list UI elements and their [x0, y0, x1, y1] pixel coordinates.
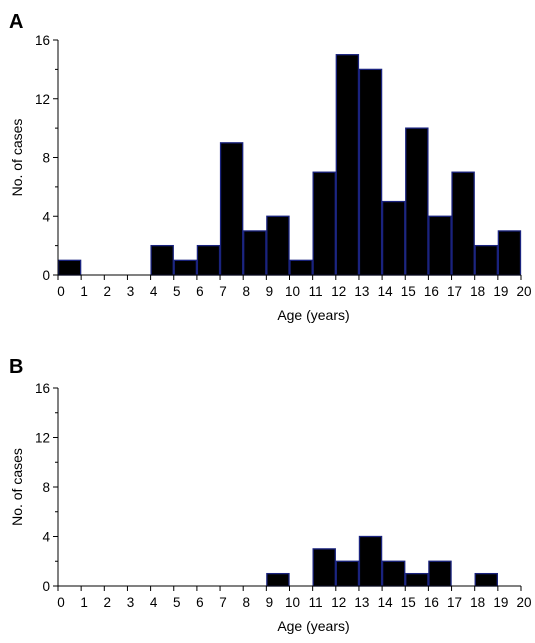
- x-tick-label: 12: [331, 284, 346, 299]
- bar-16: [428, 215, 452, 276]
- y-tick-label: 8: [42, 151, 50, 166]
- bar-8: [243, 230, 267, 276]
- x-tick-label: 20: [516, 284, 531, 299]
- x-tick-label: 0: [57, 595, 65, 610]
- x-tick-label: 5: [173, 284, 181, 299]
- x-tick-label: 9: [266, 284, 274, 299]
- x-tick-label: 16: [424, 595, 439, 610]
- bar-11: [312, 548, 336, 587]
- bar-18: [474, 572, 499, 587]
- y-tick-label: 0: [42, 579, 50, 594]
- bar-15: [405, 127, 429, 276]
- x-tick-label: 6: [196, 284, 204, 299]
- x-tick-label: 1: [80, 284, 88, 299]
- bar-13: [358, 68, 383, 276]
- bar-10: [289, 259, 313, 276]
- bar-11: [312, 171, 336, 276]
- x-tick-label: 4: [150, 595, 158, 610]
- x-tick-label: 18: [470, 284, 485, 299]
- x-tick-label: 14: [378, 595, 394, 610]
- bar-18: [474, 244, 499, 276]
- y-axis-title: No. of cases: [9, 119, 25, 197]
- bar-17: [451, 171, 475, 276]
- x-tick-label: 6: [196, 595, 204, 610]
- y-tick-label: 12: [35, 431, 50, 446]
- bar-6: [196, 244, 221, 276]
- x-tick-label: 8: [242, 595, 250, 610]
- x-tick-label: 3: [127, 595, 135, 610]
- bar-7: [219, 142, 244, 276]
- bar-16: [428, 560, 452, 587]
- x-tick-label: 11: [309, 595, 323, 610]
- bar-9: [266, 215, 290, 276]
- x-tick-label: 12: [331, 595, 346, 610]
- x-tick-label: 20: [516, 595, 531, 610]
- bar-14: [381, 200, 406, 276]
- x-tick-label: 2: [104, 595, 112, 610]
- y-tick-label: 0: [42, 268, 50, 283]
- x-tick-label: 10: [285, 284, 300, 299]
- x-tick-label: 19: [493, 284, 508, 299]
- x-axis-title: Age (years): [277, 618, 349, 634]
- x-tick-label: 4: [150, 284, 158, 299]
- x-tick-label: 8: [242, 284, 250, 299]
- x-tick-label: 11: [309, 284, 323, 299]
- x-tick-label: 0: [57, 284, 65, 299]
- bar-19: [497, 230, 522, 276]
- bar-14: [381, 560, 406, 587]
- x-tick-label: 3: [127, 284, 135, 299]
- x-tick-label: 17: [447, 284, 462, 299]
- x-tick-label: 13: [354, 284, 369, 299]
- bar-5: [173, 259, 198, 276]
- x-tick-label: 2: [104, 284, 112, 299]
- x-tick-label: 7: [219, 284, 227, 299]
- x-tick-label: 5: [173, 595, 181, 610]
- bar-15: [405, 572, 429, 587]
- x-tick-label: 14: [378, 284, 394, 299]
- y-axis-title: No. of cases: [9, 448, 25, 526]
- x-tick-label: 10: [285, 595, 300, 610]
- x-tick-label: 9: [266, 595, 274, 610]
- bar-0: [57, 259, 82, 276]
- panel-label: B: [9, 356, 23, 378]
- x-tick-label: 15: [401, 284, 416, 299]
- y-tick-label: 4: [42, 530, 50, 545]
- x-tick-label: 19: [493, 595, 508, 610]
- bar-4: [150, 244, 174, 276]
- x-tick-label: 1: [80, 595, 88, 610]
- bar-13: [358, 535, 383, 587]
- x-tick-label: 7: [219, 595, 227, 610]
- x-tick-label: 16: [424, 284, 439, 299]
- bar-12: [335, 54, 360, 276]
- x-tick-label: 13: [354, 595, 369, 610]
- x-tick-label: 18: [470, 595, 485, 610]
- x-tick-label: 15: [401, 595, 416, 610]
- bar-12: [335, 560, 360, 587]
- y-tick-label: 4: [42, 209, 50, 224]
- y-tick-label: 16: [35, 33, 50, 48]
- x-axis-title: Age (years): [277, 307, 349, 323]
- panel-label: A: [9, 11, 23, 33]
- y-tick-label: 16: [35, 381, 50, 396]
- bar-9: [266, 572, 290, 587]
- y-tick-label: 8: [42, 480, 50, 495]
- y-tick-label: 12: [35, 92, 50, 107]
- x-tick-label: 17: [447, 595, 462, 610]
